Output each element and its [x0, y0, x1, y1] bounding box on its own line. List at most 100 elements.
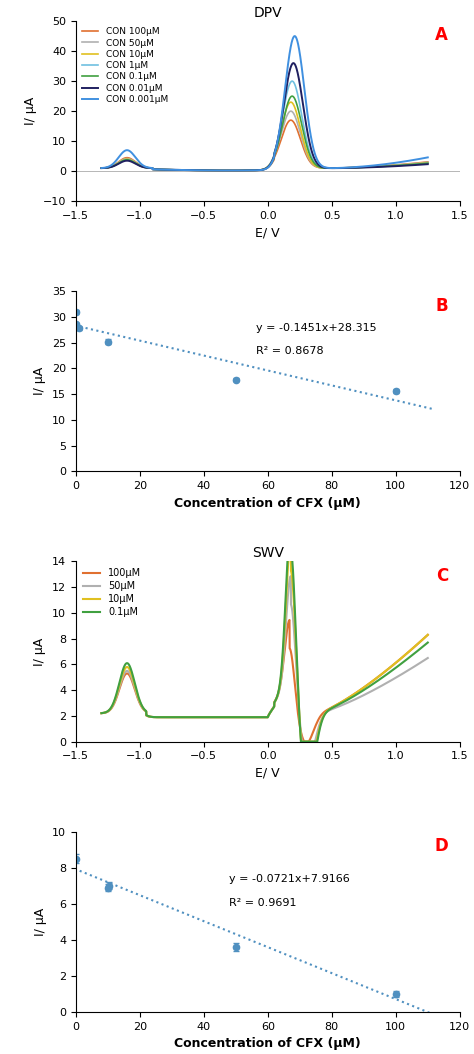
CON 100μM: [288, 114, 294, 126]
CON 0.01μM: [291, 57, 296, 70]
50μM: [356, 691, 362, 704]
CON 0.1μM: [249, 164, 255, 177]
CON 50μM: [356, 161, 362, 174]
10μM: [416, 637, 421, 649]
CON 100μM: [99, 161, 104, 174]
CON 0.001μM: [416, 153, 421, 165]
Line: CON 0.001μM: CON 0.001μM: [101, 36, 428, 171]
CON 0.1μM: [416, 158, 421, 171]
CON 1μM: [257, 163, 263, 176]
CON 1μM: [416, 158, 421, 171]
CON 50μM: [288, 104, 294, 117]
50μM: [416, 658, 421, 670]
Text: C: C: [436, 567, 448, 585]
CON 50μM: [416, 157, 421, 170]
CON 0.01μM: [115, 158, 121, 171]
Text: R² = 0.9691: R² = 0.9691: [229, 898, 297, 907]
CON 100μM: [227, 164, 232, 177]
0.1μM: [416, 644, 421, 657]
50μM: [288, 570, 294, 583]
CON 0.1μM: [257, 163, 263, 176]
CON 50μM: [99, 161, 104, 174]
CON 0.01μM: [356, 161, 362, 174]
0.1μM: [249, 710, 255, 723]
Line: CON 100μM: CON 100μM: [101, 120, 428, 171]
CON 0.1μM: [356, 161, 362, 174]
Legend: CON 100μM, CON 50μM, CON 10μM, CON 1μM, CON 0.1μM, CON 0.01μM, CON 0.001μM: CON 100μM, CON 50μM, CON 10μM, CON 1μM, …: [79, 24, 172, 108]
10μM: [249, 710, 255, 723]
CON 10μM: [115, 157, 121, 170]
CON 100μM: [425, 156, 430, 169]
Y-axis label: I/ μA: I/ μA: [24, 97, 37, 125]
CON 10μM: [288, 96, 294, 109]
CON 10μM: [356, 161, 362, 174]
CON 0.1μM: [289, 90, 295, 102]
CON 0.1μM: [115, 157, 121, 170]
100μM: [287, 613, 292, 626]
CON 50μM: [227, 164, 232, 177]
0.1μM: [257, 710, 263, 723]
0.1μM: [115, 682, 121, 695]
CON 1μM: [115, 157, 121, 170]
100μM: [257, 710, 263, 723]
CON 0.001μM: [416, 153, 421, 165]
CON 0.01μM: [416, 158, 421, 171]
CON 10μM: [99, 162, 104, 175]
0.1μM: [298, 736, 304, 748]
10μM: [356, 685, 362, 698]
Line: CON 50μM: CON 50μM: [101, 111, 428, 171]
CON 0.1μM: [416, 158, 421, 171]
Y-axis label: I/ μA: I/ μA: [34, 907, 46, 936]
Text: y = -0.0721x+7.9166: y = -0.0721x+7.9166: [229, 874, 350, 884]
CON 100μM: [356, 161, 362, 174]
100μM: [425, 628, 430, 641]
CON 100μM: [115, 156, 121, 169]
X-axis label: Concentration of CFX (μM): Concentration of CFX (μM): [174, 496, 361, 510]
50μM: [299, 736, 305, 748]
100μM: [356, 685, 362, 698]
CON 0.01μM: [249, 164, 255, 177]
CON 50μM: [416, 157, 421, 170]
Y-axis label: I/ μA: I/ μA: [34, 638, 46, 666]
X-axis label: E/ V: E/ V: [255, 227, 280, 239]
CON 1μM: [289, 75, 295, 87]
10μM: [115, 683, 121, 696]
CON 0.001μM: [115, 152, 121, 164]
Line: CON 10μM: CON 10μM: [101, 102, 428, 171]
CON 0.001μM: [227, 164, 232, 177]
0.1μM: [99, 707, 104, 720]
CON 0.001μM: [249, 164, 255, 177]
CON 0.1μM: [425, 157, 430, 170]
Line: 0.1μM: 0.1μM: [101, 523, 428, 742]
Line: 10μM: 10μM: [101, 543, 428, 742]
50μM: [257, 710, 263, 723]
X-axis label: E/ V: E/ V: [255, 767, 280, 780]
10μM: [416, 637, 421, 649]
CON 10μM: [425, 156, 430, 169]
CON 10μM: [416, 157, 421, 170]
CON 0.1μM: [99, 162, 104, 175]
CON 10μM: [257, 163, 263, 176]
CON 0.01μM: [425, 158, 430, 171]
Title: DPV: DPV: [254, 6, 282, 20]
Title: SWV: SWV: [252, 546, 284, 561]
10μM: [257, 710, 263, 723]
0.1μM: [416, 644, 421, 657]
50μM: [416, 658, 421, 670]
CON 10μM: [249, 164, 255, 177]
CON 0.01μM: [99, 162, 104, 175]
CON 0.001μM: [292, 30, 298, 42]
100μM: [301, 736, 307, 748]
Line: CON 0.01μM: CON 0.01μM: [101, 63, 428, 171]
50μM: [115, 685, 121, 698]
CON 1μM: [249, 164, 255, 177]
CON 0.01μM: [227, 164, 232, 177]
CON 0.001μM: [425, 151, 430, 163]
CON 0.001μM: [257, 163, 263, 176]
CON 1μM: [99, 162, 104, 175]
50μM: [249, 710, 255, 723]
CON 10μM: [416, 157, 421, 170]
100μM: [416, 637, 421, 649]
100μM: [416, 637, 421, 649]
100μM: [99, 707, 104, 720]
